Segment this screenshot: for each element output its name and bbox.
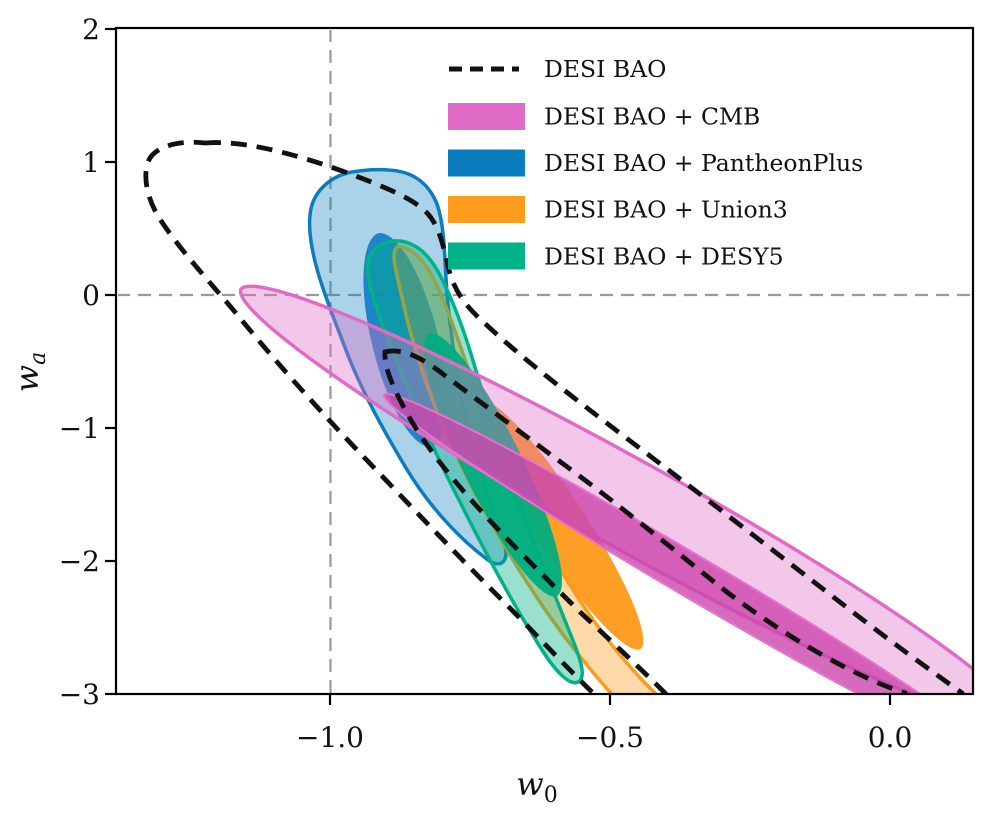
legend-label-union3: DESI BAO + Union3 [544,196,788,224]
legend-label-cmb: DESI BAO + CMB [544,103,760,131]
contour-cmb-68 [382,392,921,693]
plot-area [118,30,972,693]
legend-patch-desy5 [448,242,525,270]
legend-label-desy5: DESI BAO + DESY5 [544,243,784,271]
y-tick-label: 2 [82,13,100,46]
y-tick-label: −3 [59,678,100,711]
axes-frame [114,26,975,696]
y-ticks [105,27,116,696]
y-axis-label: wa [8,352,51,393]
contour-cmb-95 [238,284,972,693]
y-tick-label: 0 [82,279,100,312]
legend-label-pantheonplus: DESI BAO + PantheonPlus [544,149,863,177]
legend-patch-pantheonplus [448,149,525,177]
contour-desi-bao-95 [143,139,965,693]
y-tick-label: −1 [59,412,100,445]
legend-patch-cmb [448,103,525,130]
legend: DESI BAO DESI BAO + CMB DESI BAO + Panth… [448,55,863,271]
contour-desi-bao-68 [382,348,908,693]
legend-label-desi-bao: DESI BAO [544,55,666,83]
x-tick-label: −1.0 [296,721,364,754]
x-axis-label: w0 [516,765,557,808]
y-tick-label: −2 [59,545,100,578]
x-tick-label: −0.5 [576,721,644,754]
x-ticks [328,694,892,705]
legend-patch-union3 [448,196,525,223]
y-tick-label: 1 [82,146,100,179]
x-tick-label: 0.0 [868,721,913,754]
